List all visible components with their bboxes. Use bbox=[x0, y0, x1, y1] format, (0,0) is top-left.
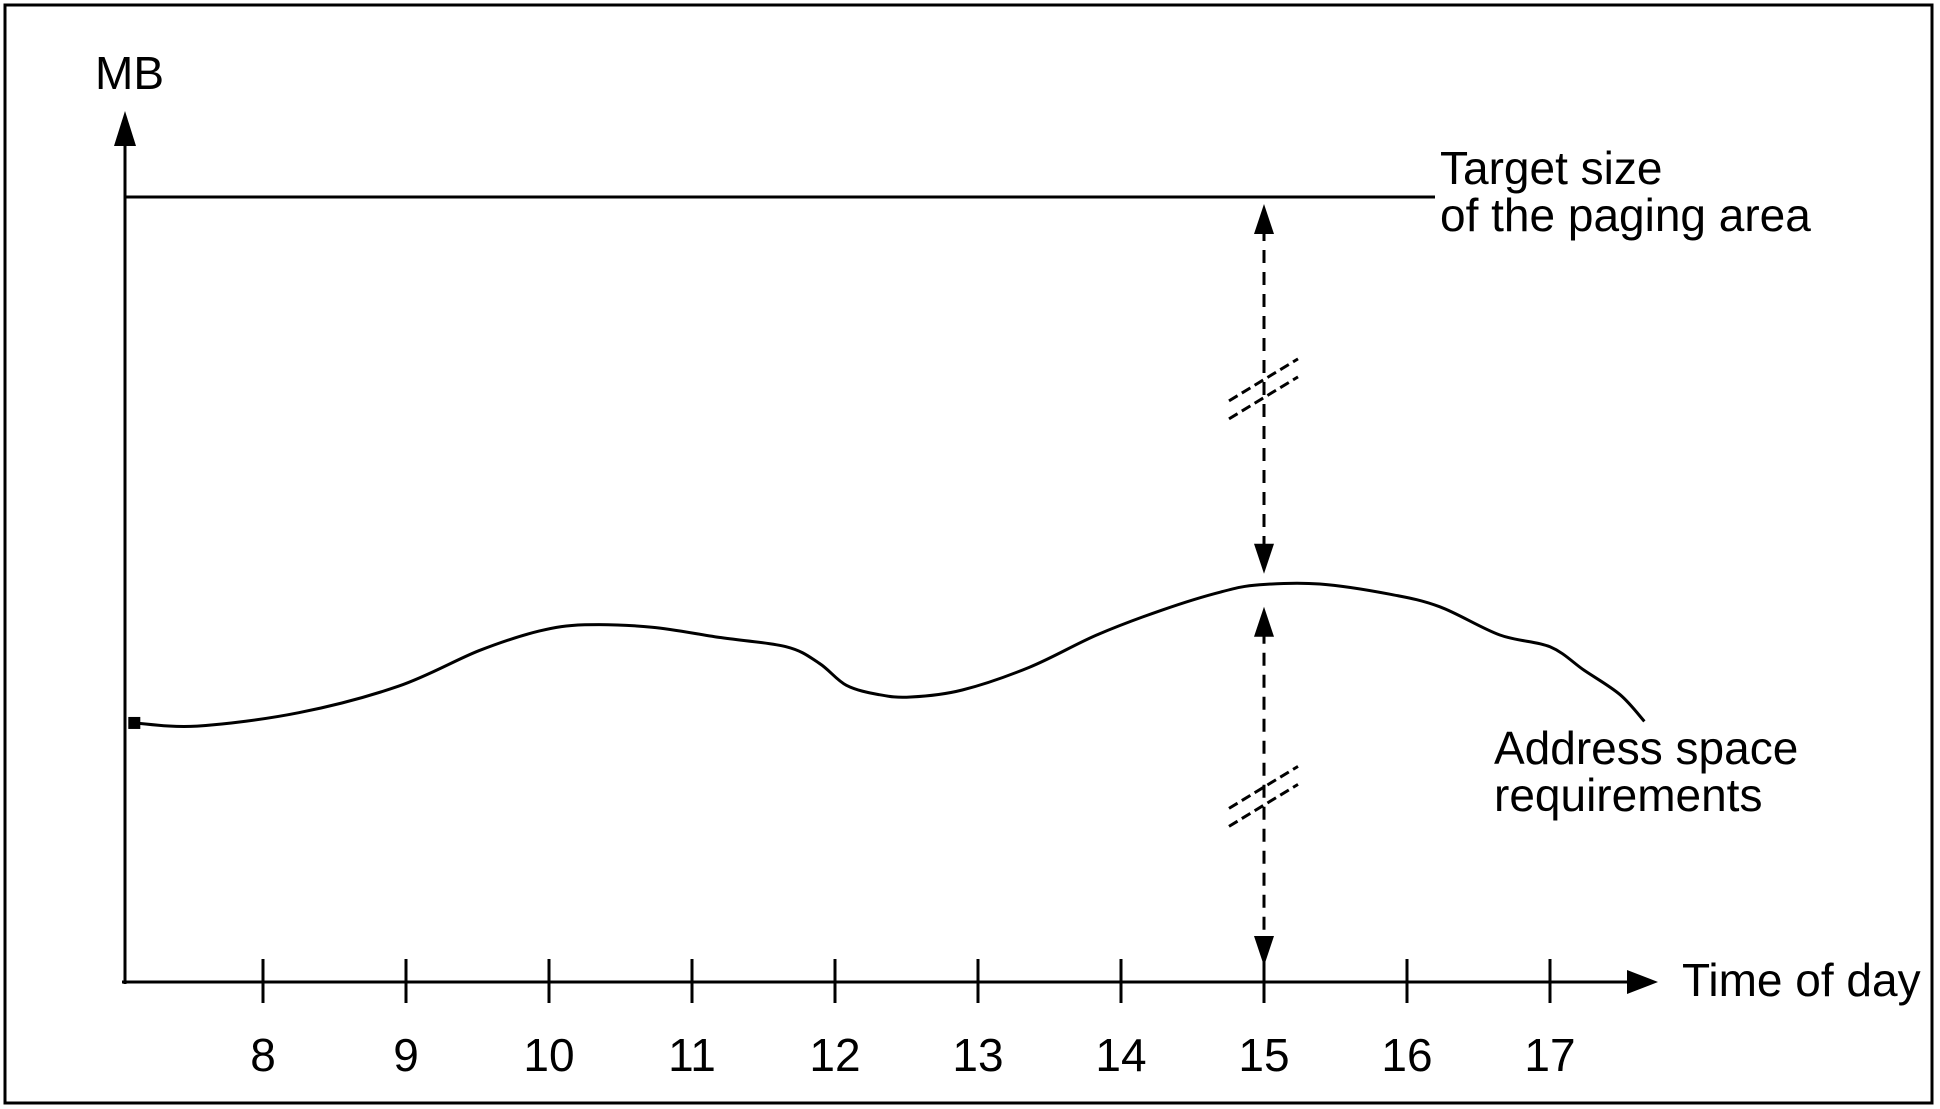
x-tick-label: 15 bbox=[1238, 1029, 1289, 1081]
curve-start-dot bbox=[128, 716, 141, 729]
x-tick-label: 10 bbox=[523, 1029, 574, 1081]
x-tick-label: 9 bbox=[393, 1029, 419, 1081]
x-axis-label: Time of day bbox=[1682, 954, 1921, 1006]
x-tick-label: 14 bbox=[1095, 1029, 1146, 1081]
x-tick-label: 11 bbox=[668, 1029, 716, 1081]
outer-border bbox=[3, 3, 1934, 1105]
gap-arrow-target_line-to-curve-head-bottom bbox=[1254, 543, 1274, 574]
y-axis-arrowhead bbox=[114, 111, 136, 146]
x-tick-label: 8 bbox=[250, 1029, 276, 1081]
series-label-line2: requirements bbox=[1494, 769, 1762, 821]
gap-arrow-target_line-to-curve-break-mark bbox=[1228, 375, 1299, 421]
generated-chart-content: 8 9 10 11 12 13 14 15 16 17 bbox=[128, 204, 1646, 1081]
gap-arrow-target_line-to-curve-break-mark bbox=[1228, 357, 1299, 403]
y-axis-label: MB bbox=[95, 47, 164, 99]
gap-arrow-target_line-to-curve-head-top bbox=[1254, 204, 1274, 234]
usage-curve bbox=[134, 581, 1646, 728]
gap-arrow-curve-to-x_axis-break-mark bbox=[1228, 765, 1299, 810]
x-tick-label: 13 bbox=[952, 1029, 1003, 1081]
target-label-line1: Target size bbox=[1440, 142, 1662, 194]
x-tick-label: 16 bbox=[1381, 1029, 1432, 1081]
x-tick-label: 17 bbox=[1524, 1029, 1575, 1081]
x-axis-arrowhead bbox=[1627, 970, 1658, 994]
series-label-line1: Address space bbox=[1494, 722, 1798, 774]
gap-arrow-curve-to-x_axis-head-bottom bbox=[1254, 936, 1274, 966]
target-label-line2: of the paging area bbox=[1440, 189, 1811, 241]
x-tick-label: 12 bbox=[809, 1029, 860, 1081]
gap-arrow-curve-to-x_axis-break-mark bbox=[1228, 783, 1299, 828]
gap-arrow-curve-to-x_axis-head-top bbox=[1254, 606, 1274, 637]
